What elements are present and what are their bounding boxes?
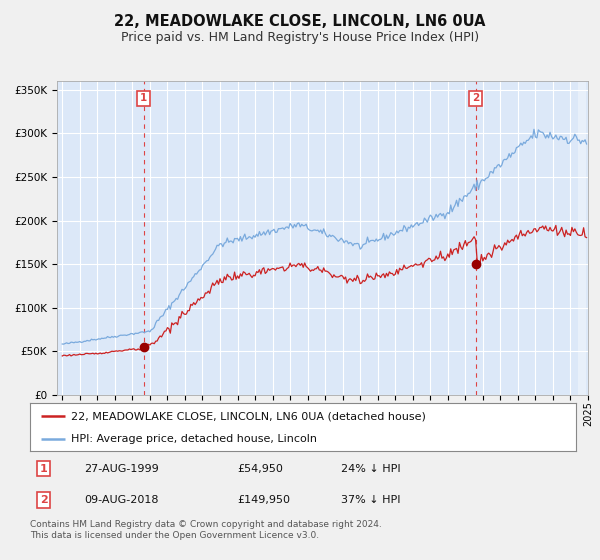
Text: 2: 2 xyxy=(472,94,479,104)
Text: 1: 1 xyxy=(140,94,148,104)
Text: 22, MEADOWLAKE CLOSE, LINCOLN, LN6 0UA (detached house): 22, MEADOWLAKE CLOSE, LINCOLN, LN6 0UA (… xyxy=(71,411,426,421)
Text: 27-AUG-1999: 27-AUG-1999 xyxy=(85,464,160,474)
Text: £54,950: £54,950 xyxy=(238,464,283,474)
Text: 2: 2 xyxy=(40,495,47,505)
Text: 22, MEADOWLAKE CLOSE, LINCOLN, LN6 0UA: 22, MEADOWLAKE CLOSE, LINCOLN, LN6 0UA xyxy=(114,14,486,29)
Text: Price paid vs. HM Land Registry's House Price Index (HPI): Price paid vs. HM Land Registry's House … xyxy=(121,31,479,44)
Text: 37% ↓ HPI: 37% ↓ HPI xyxy=(341,495,401,505)
Text: HPI: Average price, detached house, Lincoln: HPI: Average price, detached house, Linc… xyxy=(71,434,317,444)
Text: 1: 1 xyxy=(40,464,47,474)
Text: 09-AUG-2018: 09-AUG-2018 xyxy=(85,495,159,505)
Text: 24% ↓ HPI: 24% ↓ HPI xyxy=(341,464,401,474)
Text: Contains HM Land Registry data © Crown copyright and database right 2024.
This d: Contains HM Land Registry data © Crown c… xyxy=(30,520,382,540)
Text: £149,950: £149,950 xyxy=(238,495,290,505)
Bar xyxy=(578,81,586,395)
